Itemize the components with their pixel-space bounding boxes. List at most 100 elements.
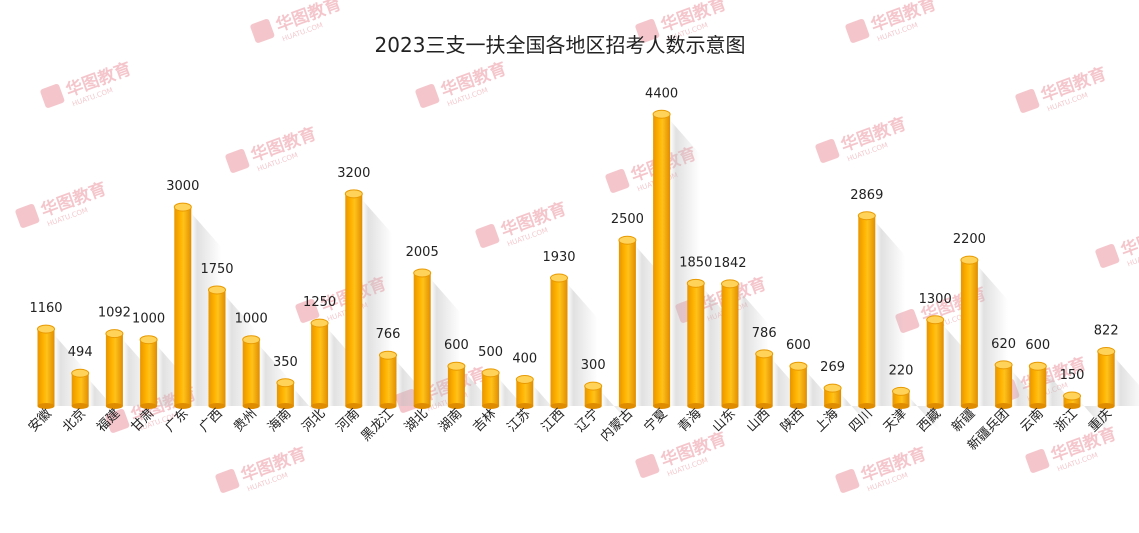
data-label: 3000 [166,179,199,194]
data-label: 350 [273,355,298,370]
data-label: 2500 [611,212,644,227]
data-label: 2005 [406,245,439,260]
bar [687,279,704,409]
data-label: 1250 [303,295,336,310]
x-tick-label: 安徽 [26,406,55,435]
data-label: 822 [1094,323,1119,338]
x-tick-label: 江苏 [504,406,534,436]
bar [243,336,260,409]
data-label: 150 [1060,368,1085,383]
bar [277,379,294,409]
x-tick-label: 内蒙古 [597,406,636,445]
x-tick-label: 辽宁 [572,406,602,436]
x-tick-label: 青海 [676,406,705,435]
data-label: 1000 [235,312,268,327]
bar [893,387,910,409]
chart-title: 2023三支一扶全国各地区招考人数示意图 [375,33,746,57]
bar [551,274,568,409]
bar [790,362,807,409]
x-tick-label: 河北 [299,406,328,435]
data-label: 300 [581,358,606,373]
bar [516,375,533,409]
bar [619,236,636,409]
bar [174,203,191,409]
x-tick-label: 山西 [744,406,773,435]
data-label: 269 [820,360,845,375]
bar [414,269,431,409]
data-label: 1160 [29,301,62,316]
x-tick-label: 贵州 [231,406,260,435]
bar [995,361,1012,409]
x-tick-label: 北京 [60,406,89,435]
data-label: 1300 [919,292,952,307]
data-label: 1750 [200,262,233,277]
data-label: 600 [786,338,811,353]
x-tick-label: 云南 [1017,406,1047,436]
bar [209,286,226,409]
x-tick-label: 河南 [333,406,363,436]
bar-shadow [1115,357,1139,406]
x-tick-label: 天津 [881,406,910,435]
bar [961,256,978,409]
data-label: 620 [991,337,1016,352]
bar [448,362,465,409]
data-label: 2869 [850,188,883,203]
bar [380,351,397,409]
bar [140,336,157,409]
data-label: 500 [478,345,503,360]
x-axis-labels: 安徽北京福建甘肃广东广西贵州海南河北河南黑龙江湖北湖南吉林江苏江西辽宁内蒙古宁夏… [26,406,1115,454]
x-tick-label: 宁夏 [641,406,671,436]
bar [1064,392,1081,409]
data-label: 786 [752,326,777,341]
bar [824,384,841,409]
bar [1098,347,1115,409]
x-tick-label: 湖南 [436,406,466,436]
data-label: 600 [1025,338,1050,353]
data-label: 1850 [679,255,712,270]
bar [106,330,123,409]
x-tick-label: 吉林 [470,406,499,435]
bar [482,369,499,409]
data-label: 2200 [953,232,986,247]
bar [653,110,670,409]
x-tick-label: 山东 [710,406,739,435]
data-label: 1000 [132,312,165,327]
x-tick-label: 海南 [265,406,295,436]
x-tick-label: 四川 [847,406,876,435]
data-label: 1092 [98,306,131,321]
bar [345,190,362,409]
data-label: 1842 [713,256,746,271]
data-label: 4400 [645,86,678,101]
bar [72,369,89,409]
x-tick-label: 江西 [539,406,568,435]
bar [585,382,602,409]
x-tick-label: 上海 [812,406,841,435]
bar [858,212,875,409]
x-tick-label: 陕西 [778,406,807,435]
x-tick-label: 新疆 [949,406,979,436]
data-label: 600 [444,338,469,353]
bar [756,350,773,409]
svg-text:华图教育: 华图教育 [1118,218,1139,261]
data-label: 3200 [337,166,370,181]
x-tick-label: 西藏 [915,406,944,435]
bar [38,325,55,409]
data-label: 494 [68,345,93,360]
bar [311,319,328,409]
x-tick-label: 浙江 [1052,406,1081,435]
bar [1029,362,1046,409]
